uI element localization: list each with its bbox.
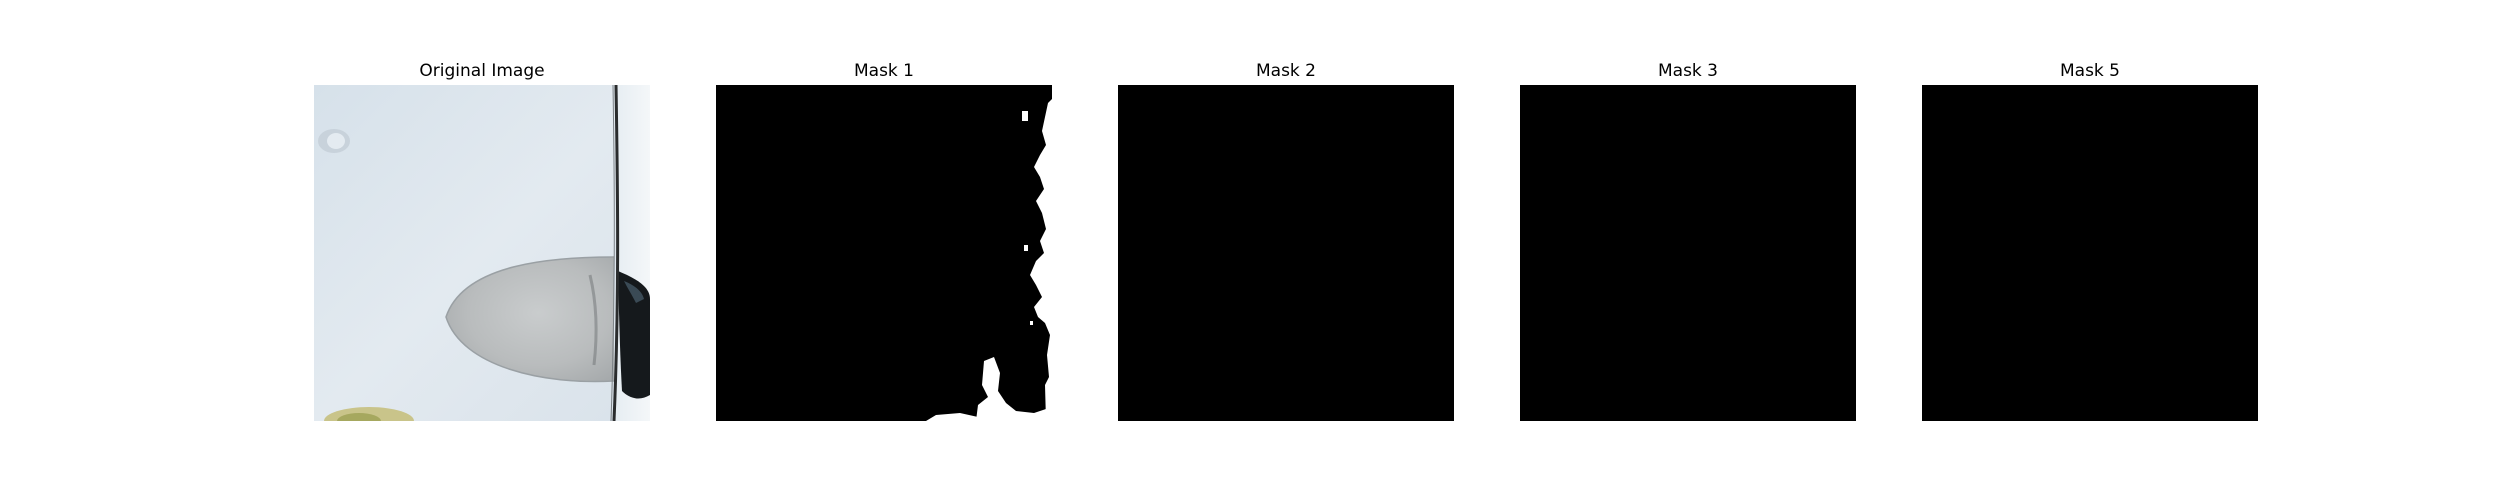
mask-5-image (1922, 85, 2258, 421)
mask-1-image (716, 85, 1052, 421)
panel-title-mask-2: Mask 2 (1255, 61, 1316, 81)
panel-title-mask-5: Mask 5 (2059, 61, 2120, 81)
panel-title-mask-1: Mask 1 (853, 61, 914, 81)
panel-title-original: Original Image (419, 61, 545, 81)
original-image (314, 85, 650, 421)
mask-3-image (1520, 85, 1856, 421)
mask-2-image (1118, 85, 1454, 421)
panel-title-mask-3: Mask 3 (1657, 61, 1718, 81)
